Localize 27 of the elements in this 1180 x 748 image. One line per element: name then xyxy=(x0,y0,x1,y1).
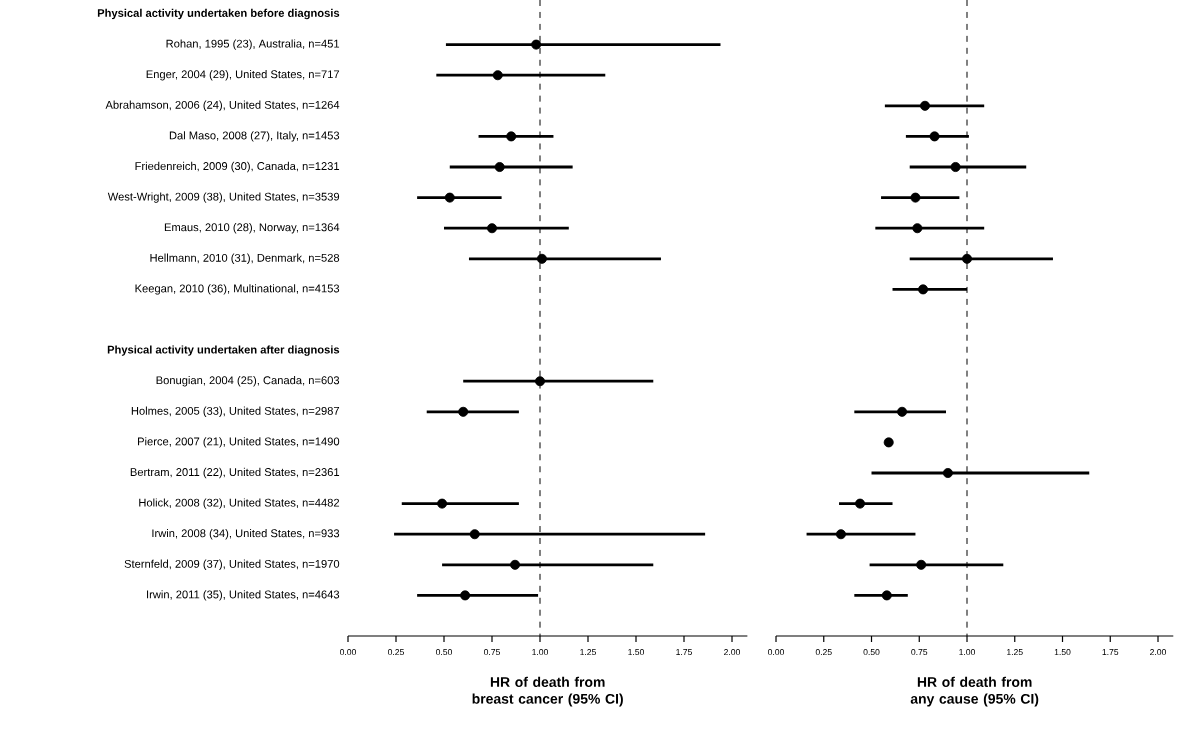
point xyxy=(918,284,929,295)
point xyxy=(437,498,448,509)
point xyxy=(469,529,480,540)
point xyxy=(855,498,866,509)
point xyxy=(881,590,892,601)
point xyxy=(506,131,517,142)
point xyxy=(494,162,505,172)
point xyxy=(460,590,471,601)
point xyxy=(531,39,542,50)
point xyxy=(910,192,921,203)
point xyxy=(510,559,521,570)
point xyxy=(487,223,497,234)
point xyxy=(883,437,894,448)
point xyxy=(492,70,503,81)
point xyxy=(536,253,547,264)
point xyxy=(912,223,923,234)
point xyxy=(962,253,972,264)
point xyxy=(897,406,908,417)
point xyxy=(950,162,961,172)
point xyxy=(835,529,846,540)
point xyxy=(444,192,455,203)
point xyxy=(942,468,953,478)
point xyxy=(458,406,469,417)
point xyxy=(916,559,927,570)
point xyxy=(920,100,930,111)
point xyxy=(535,376,545,387)
point xyxy=(929,131,940,142)
